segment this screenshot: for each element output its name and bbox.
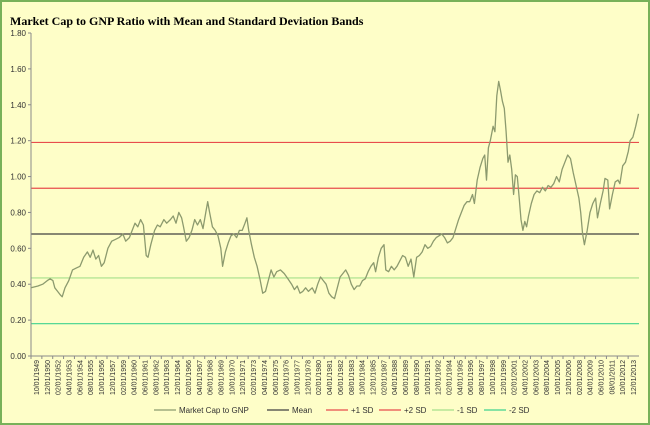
x-tick-label: 08/01/1962 bbox=[153, 360, 160, 395]
x-tick-label: 02/01/1959 bbox=[121, 360, 128, 395]
x-tick-label: 10/01/1956 bbox=[99, 360, 106, 395]
x-tick-label: 06/01/1996 bbox=[468, 360, 475, 395]
x-tick-label: 06/01/1975 bbox=[273, 360, 280, 395]
x-tick-label: 08/01/1969 bbox=[219, 360, 226, 395]
y-tick-label: 1.80 bbox=[10, 29, 26, 38]
x-tick-label: 10/01/1963 bbox=[164, 360, 171, 395]
x-tick-label: 04/01/2002 bbox=[523, 360, 530, 395]
y-tick-label: 1.20 bbox=[10, 137, 26, 146]
x-tick-label: 12/01/1964 bbox=[175, 360, 182, 395]
x-tick-label: 02/01/1987 bbox=[381, 360, 388, 395]
x-tick-label: 12/01/1999 bbox=[501, 360, 508, 395]
axes: 0.00 0.20 0.40 0.60 0.80 1.00 1.20 1.40 1.60 1.80… bbox=[10, 29, 639, 395]
x-tick-label: 10/01/2005 bbox=[555, 360, 562, 395]
x-tick-label: 12/01/2013 bbox=[631, 360, 638, 395]
x-tick-label: 10/01/1984 bbox=[360, 360, 367, 395]
legend: Market Cap to GNP Mean +1 SD +2 SD -1 SD -2 S… bbox=[154, 406, 530, 415]
x-tick-label: 04/01/1974 bbox=[262, 360, 269, 395]
x-tick-label: 02/01/1994 bbox=[447, 360, 454, 395]
x-tick-label: 04/01/2009 bbox=[588, 360, 595, 395]
x-tick-label: 06/01/1982 bbox=[338, 360, 345, 395]
x-tick-label: 04/01/1967 bbox=[197, 360, 204, 395]
x-tick-label: 08/01/1990 bbox=[414, 360, 421, 395]
x-tick-label: 06/01/1954 bbox=[77, 360, 84, 395]
x-tick-label: 10/01/1970 bbox=[229, 360, 236, 395]
legend-label: +1 SD bbox=[351, 406, 374, 415]
y-tick-label: 1.60 bbox=[10, 65, 26, 74]
x-tick-label: 10/01/1998 bbox=[490, 360, 497, 395]
x-tick-label: 06/01/2010 bbox=[599, 360, 606, 395]
x-tick-label: 10/01/1977 bbox=[295, 360, 302, 395]
x-tick-label: 08/01/2011 bbox=[609, 360, 616, 395]
x-tick-label: 12/01/1978 bbox=[305, 360, 312, 395]
x-tick-label: 06/01/1968 bbox=[208, 360, 215, 395]
x-tick-label: 02/01/1973 bbox=[251, 360, 258, 395]
x-tick-label: 08/01/1955 bbox=[88, 360, 95, 395]
x-tick-label: 02/01/2008 bbox=[577, 360, 584, 395]
x-tick-label: 02/01/2001 bbox=[512, 360, 519, 395]
chart-title: Market Cap to GNP Ratio with Mean and St… bbox=[10, 14, 364, 28]
x-tick-label: 04/01/1953 bbox=[67, 360, 74, 395]
y-tick-label: 1.40 bbox=[10, 101, 26, 110]
x-tick-label: 12/01/1950 bbox=[45, 360, 52, 395]
y-tick-label: 0.40 bbox=[10, 280, 26, 289]
x-tick-label: 04/01/1995 bbox=[457, 360, 464, 395]
x-tick-label: 12/01/1992 bbox=[436, 360, 443, 395]
x-tick-label: 04/01/1988 bbox=[392, 360, 399, 395]
legend-label: Mean bbox=[292, 406, 312, 415]
x-tick-label: 02/01/1980 bbox=[316, 360, 323, 395]
x-tick-label: 02/01/1952 bbox=[56, 360, 63, 395]
x-tick-label: 12/01/2006 bbox=[566, 360, 573, 395]
legend-label: -2 SD bbox=[509, 406, 530, 415]
reference-lines bbox=[31, 141, 639, 325]
legend-label: +2 SD bbox=[404, 406, 427, 415]
x-tick-label: 06/01/1961 bbox=[143, 360, 150, 395]
legend-label: Market Cap to GNP bbox=[179, 406, 249, 415]
y-tick-label: 0.20 bbox=[10, 316, 26, 325]
x-tick-label: 08/01/1997 bbox=[479, 360, 486, 395]
x-tick-label: 12/01/1985 bbox=[371, 360, 378, 395]
x-tick-label: 06/01/1989 bbox=[403, 360, 410, 395]
x-tick-label: 10/01/1949 bbox=[34, 360, 41, 395]
y-tick-label: 1.00 bbox=[10, 173, 26, 182]
series-layer bbox=[30, 80, 640, 300]
x-tick-label: 04/01/1981 bbox=[327, 360, 334, 395]
y-tick-label: 0.60 bbox=[10, 244, 26, 253]
y-tick-label: 0.80 bbox=[10, 208, 26, 217]
x-tick-label: 06/01/2003 bbox=[533, 360, 540, 395]
series-line bbox=[30, 80, 640, 300]
x-tick-label: 10/01/1991 bbox=[425, 360, 432, 395]
x-tick-label: 08/01/2004 bbox=[544, 360, 551, 395]
y-tick-label: 0.00 bbox=[10, 352, 26, 361]
x-tick-label: 12/01/1957 bbox=[110, 360, 117, 395]
legend-label: -1 SD bbox=[457, 406, 478, 415]
x-tick-label: 04/01/1960 bbox=[132, 360, 139, 395]
x-tick-label: 08/01/1976 bbox=[284, 360, 291, 395]
x-tick-label: 08/01/1983 bbox=[349, 360, 356, 395]
x-tick-label: 02/01/1966 bbox=[186, 360, 193, 395]
x-tick-label: 10/01/2012 bbox=[620, 360, 627, 395]
x-tick-label: 12/01/1971 bbox=[240, 360, 247, 395]
